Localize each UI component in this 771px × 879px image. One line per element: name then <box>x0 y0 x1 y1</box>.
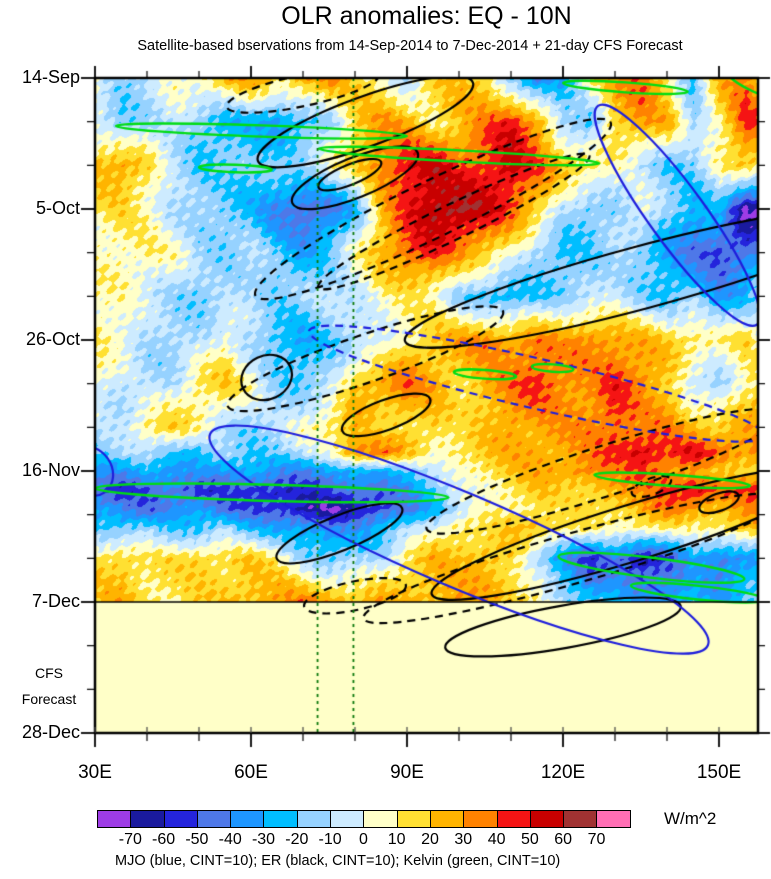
chart-title: OLR anomalies: EQ - 10N <box>281 2 572 30</box>
x-tick-label: 150E <box>696 762 742 783</box>
colorbar-tick-label: -40 <box>218 831 242 848</box>
colorbar-tick-label: -30 <box>251 831 276 848</box>
colorbar-cell <box>163 810 198 828</box>
colorbar-cell <box>230 810 265 828</box>
colorbar-tick-label: -70 <box>118 831 142 848</box>
colorbar-cell <box>529 810 565 828</box>
colorbar-cell <box>463 810 498 828</box>
x-tick-label: 90E <box>390 762 424 783</box>
cfs-annotation-line1: CFS <box>35 665 63 681</box>
x-tick-label: 60E <box>234 762 268 783</box>
colorbar-tick-label: -10 <box>318 831 342 848</box>
colorbar-tick-label: 10 <box>387 831 406 848</box>
colorbar-tick-label: 60 <box>554 831 573 848</box>
colorbar-tick-label: 0 <box>358 831 368 848</box>
y-tick-label: 5-Oct <box>35 198 80 218</box>
colorbar-cell <box>296 810 332 828</box>
colorbar-tick-label: -60 <box>152 831 176 848</box>
colorbar-tick-label: -20 <box>285 831 309 848</box>
colorbar-tick-label: 30 <box>454 831 473 848</box>
colorbar <box>97 810 631 828</box>
colorbar-cell <box>563 810 598 828</box>
colorbar-cell <box>429 810 465 828</box>
chart-subtitle: Satellite-based bservations from 14-Sep-… <box>137 38 683 54</box>
cfs-annotation-line2: Forecast <box>21 691 77 707</box>
colorbar-cell <box>130 810 165 828</box>
colorbar-cell <box>330 810 365 828</box>
y-tick-label: 26-Oct <box>25 329 80 349</box>
colorbar-units-label: W/m^2 <box>664 809 717 828</box>
colorbar-cell <box>196 810 232 828</box>
colorbar-tick-label: 20 <box>421 831 439 848</box>
y-tick-label: 7-Dec <box>31 591 80 611</box>
y-tick-label: 14-Sep <box>21 67 80 87</box>
cfs-forecast-annotation: CFS Forecast <box>10 660 88 712</box>
colorbar-tick-label: 70 <box>587 831 606 848</box>
x-tick-label: 30E <box>78 762 112 783</box>
colorbar-cell <box>363 810 398 828</box>
colorbar-cell <box>496 810 531 828</box>
colorbar-cell <box>97 810 132 828</box>
y-tick-label: 28-Dec <box>21 722 80 742</box>
colorbar-cell <box>396 810 431 828</box>
x-tick-label: 120E <box>540 762 586 783</box>
colorbar-tick-label: 40 <box>487 831 506 848</box>
colorbar-cell <box>596 810 631 828</box>
colorbar-tick-label: 50 <box>520 831 539 848</box>
colorbar-tick-label: -50 <box>185 831 209 848</box>
colorbar-cell <box>263 810 298 828</box>
contour-legend-caption: MJO (blue, CINT=10); ER (black, CINT=10)… <box>115 853 561 869</box>
y-tick-label: 16-Nov <box>21 460 80 480</box>
